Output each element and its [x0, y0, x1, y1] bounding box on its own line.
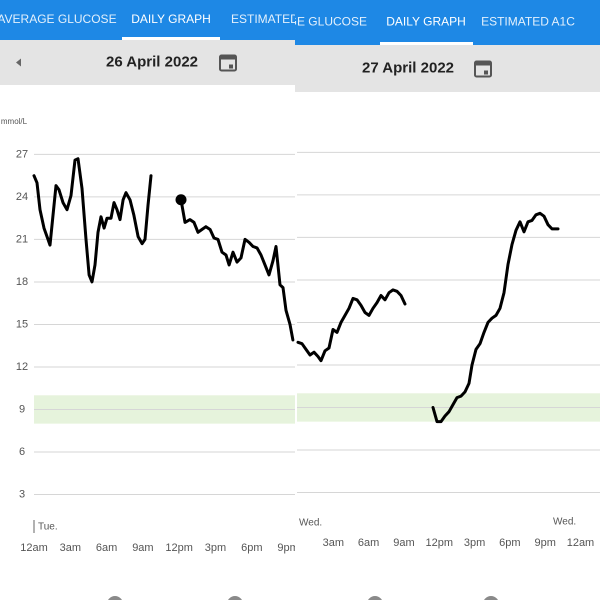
tab-indicator: [380, 42, 473, 45]
x-tick-label: 9am: [132, 542, 153, 554]
tab[interactable]: DAILY GRAPH: [386, 15, 466, 29]
x-tick-label: 3am: [323, 537, 344, 549]
x-tick-label: 3am: [60, 542, 81, 554]
y-tick-label: 9: [19, 403, 25, 415]
x-tick-label: 6pm: [241, 542, 262, 554]
nav-icon[interactable]: [483, 596, 499, 600]
tab-indicator: [122, 37, 220, 40]
tab[interactable]: AVERAGE GLUCOSE: [295, 15, 367, 29]
x-tick-label: 9am: [393, 537, 414, 549]
x-tick-label: 12pm: [165, 542, 193, 554]
nav-icon[interactable]: [227, 596, 243, 600]
day-label: Wed.: [299, 518, 322, 529]
x-tick-label: 3pm: [464, 537, 485, 549]
calendar-button[interactable]: [219, 54, 237, 72]
y-tick-label: 15: [16, 318, 28, 330]
y-tick-label: 6: [19, 446, 25, 458]
date-bar: [0, 40, 295, 85]
y-tick-label: 21: [16, 233, 28, 245]
x-tick-label: 9pm: [534, 537, 555, 549]
y-tick-label: 3: [19, 488, 25, 500]
glucose-line: [296, 211, 560, 424]
prev-day[interactable]: [16, 58, 21, 67]
day-label: Wed.: [553, 517, 576, 528]
x-tick-label: 6am: [358, 537, 379, 549]
tab-bar: [0, 0, 295, 40]
y-tick-label: 24: [16, 191, 28, 203]
y-tick-label: 18: [16, 276, 28, 288]
unit-label: mmol/L: [1, 117, 28, 126]
date: 27 April 2022: [362, 59, 454, 76]
x-tick-label: 12pm: [425, 537, 453, 549]
tab-bar: [295, 0, 600, 45]
y-tick-label: 27: [16, 148, 28, 160]
tab[interactable]: AVERAGE GLUCOSE: [0, 12, 117, 26]
tab[interactable]: DAILY GRAPH: [131, 12, 211, 26]
glucose-marker: [175, 194, 187, 206]
nav-icon[interactable]: [107, 596, 123, 600]
panel-left: AVERAGE GLUCOSE DAILY GRAPH ESTIMATED A1C 2…: [0, 0, 295, 600]
tab[interactable]: ESTIMATED A1C: [481, 15, 575, 29]
y-tick-label: 12: [16, 361, 28, 373]
x-tick-label: 6pm: [499, 537, 520, 549]
x-tick-label: 3pm: [205, 542, 226, 554]
x-tick-label: 12am: [20, 542, 48, 554]
glucose-line: [32, 157, 295, 342]
day-label: Tue.: [38, 522, 58, 533]
x-tick-label: 6am: [96, 542, 117, 554]
nav-icon[interactable]: [367, 596, 383, 600]
tab[interactable]: ESTIMATED A1C: [231, 12, 295, 26]
calendar-button[interactable]: [474, 60, 492, 78]
x-tick-label: 12am: [567, 537, 595, 549]
x-tick-label: 9pm: [277, 542, 295, 554]
date: 26 April 2022: [106, 53, 198, 70]
panel-right: AVERAGE GLUCOSE DAILY GRAPH ESTIMATED A1C 2…: [295, 0, 600, 600]
date-bar: [295, 45, 600, 92]
